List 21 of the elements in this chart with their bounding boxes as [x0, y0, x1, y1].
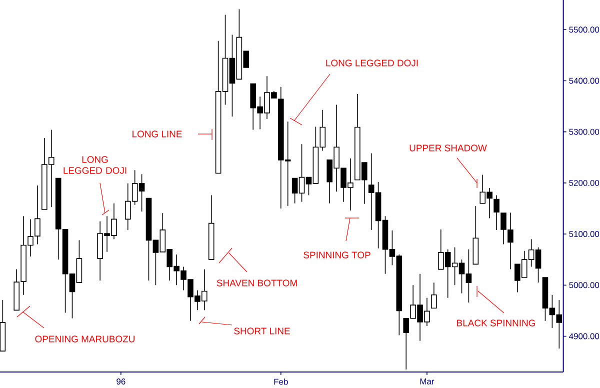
- annotation: LONG LINE: [132, 130, 182, 138]
- y-tick-label: 4900.00: [569, 333, 600, 340]
- x-tick-label: 96: [116, 378, 126, 385]
- y-tick-label: 5200.00: [569, 180, 600, 186]
- y-tick-label: 5400.00: [569, 78, 600, 84]
- y-tick-label: 5300.00: [569, 128, 600, 135]
- annotation: SPINNING TOP: [304, 252, 370, 258]
- annotation: OPENING MARUBOZU: [35, 336, 134, 342]
- annotation: UPPER SHADOW: [410, 144, 487, 152]
- annotation: LONG LEGGED DOJI: [64, 156, 126, 174]
- x-tick-label: Mar: [420, 378, 434, 384]
- annotation: SHORT LINE: [234, 328, 290, 334]
- annotation: BLACK SPINNING: [457, 320, 535, 326]
- y-tick-label: 5100.00: [569, 231, 600, 238]
- annotation: SHAVEN BOTTOM: [216, 280, 297, 286]
- x-tick-label: Feb: [274, 378, 288, 385]
- candlestick: [431, 282, 437, 309]
- annotation: LONG LEGGED DOJI: [326, 60, 418, 66]
- y-tick-label: 5000.00: [569, 282, 600, 288]
- candlestick: [494, 194, 500, 230]
- y-tick-label: 5500.00: [569, 26, 600, 33]
